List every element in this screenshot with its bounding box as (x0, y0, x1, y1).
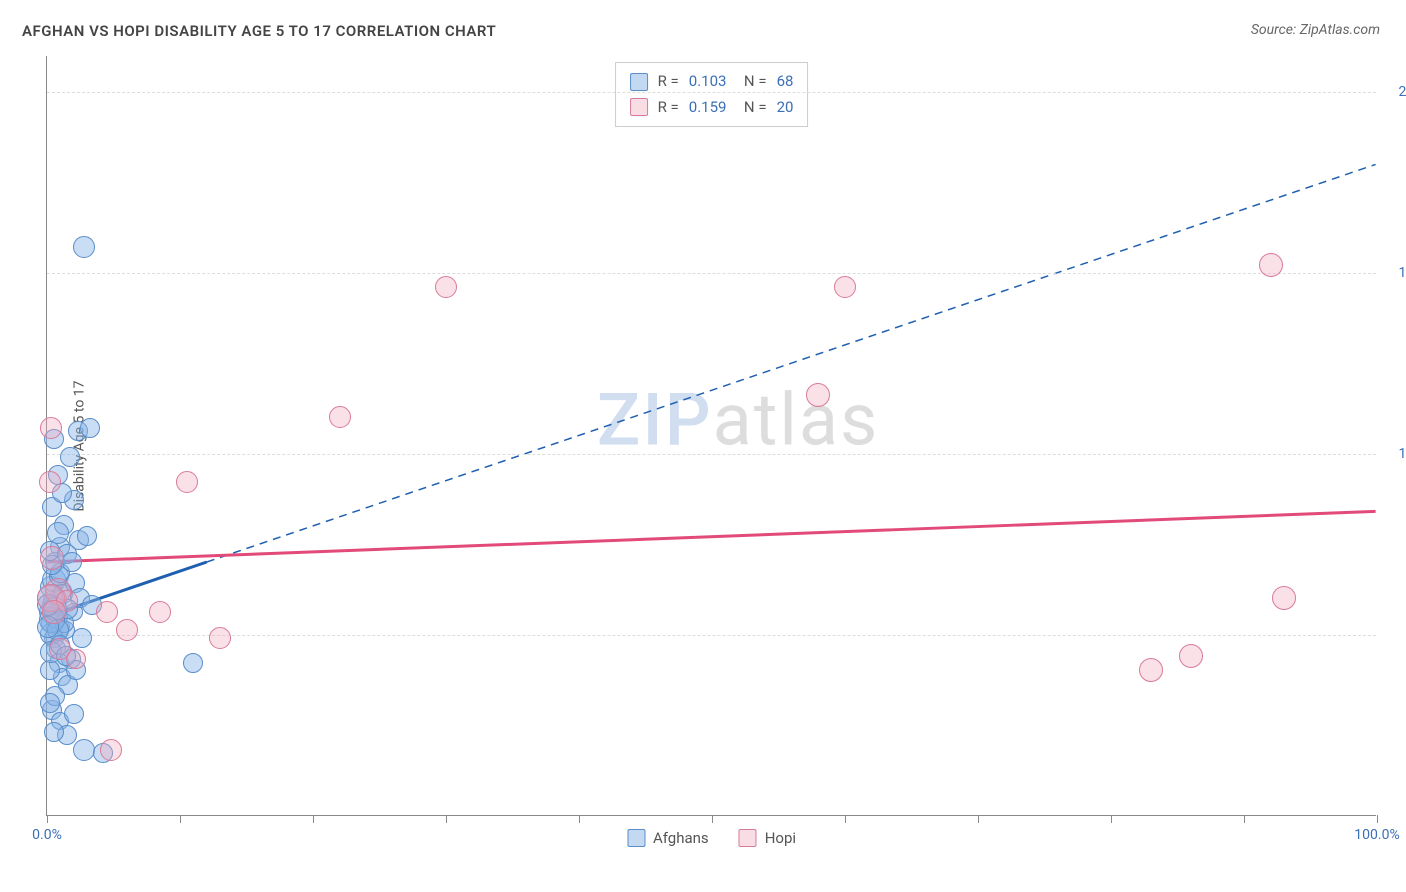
y-tick-label: 20.0% (1398, 84, 1406, 100)
data-point (40, 660, 60, 680)
x-tick (446, 815, 447, 823)
swatch-pink-icon (739, 829, 757, 847)
data-point (47, 522, 69, 544)
data-point (1179, 644, 1203, 668)
swatch-pink-icon (630, 98, 648, 116)
data-point (176, 471, 198, 493)
n-value-afghans: 68 (777, 69, 794, 95)
data-point (183, 653, 203, 673)
legend-item-hopi: Hopi (739, 829, 796, 847)
data-point (1272, 586, 1296, 610)
data-point (77, 526, 97, 546)
legend-item-afghans: Afghans (627, 829, 709, 847)
x-tick (1377, 815, 1378, 823)
stats-legend: R = 0.103 N = 68 R = 0.159 N = 20 (615, 62, 809, 127)
swatch-blue-icon (630, 73, 648, 91)
data-point (100, 739, 122, 761)
data-point (66, 649, 86, 669)
correlation-chart: AFGHAN VS HOPI DISABILITY AGE 5 TO 17 CO… (0, 0, 1406, 892)
data-point (40, 546, 64, 570)
swatch-blue-icon (627, 829, 645, 847)
stats-row-afghans: R = 0.103 N = 68 (630, 69, 794, 95)
series-legend: Afghans Hopi (627, 829, 796, 847)
data-point (806, 383, 830, 407)
x-tick (1244, 815, 1245, 823)
r-value-afghans: 0.103 (689, 69, 727, 95)
data-point (96, 601, 118, 623)
x-tick (845, 815, 846, 823)
x-tick-label: 0.0% (32, 827, 62, 843)
data-point (435, 276, 457, 298)
trend-lines (47, 56, 1376, 815)
x-tick (712, 815, 713, 823)
data-point (64, 704, 84, 724)
y-tick-label: 10.0% (1398, 446, 1406, 462)
data-point (80, 418, 100, 438)
source-label: Source: ZipAtlas.com (1251, 22, 1380, 38)
data-point (209, 627, 231, 649)
x-tick (579, 815, 580, 823)
data-point (40, 693, 60, 713)
data-point (329, 406, 351, 428)
data-point (1259, 253, 1283, 277)
gridline (47, 635, 1376, 636)
data-point (40, 417, 62, 439)
data-point (1139, 658, 1163, 682)
n-value-hopi: 20 (777, 95, 794, 121)
plot-area: ZIPatlas R = 0.103 N = 68 R = 0.159 N = … (46, 56, 1376, 816)
x-tick (978, 815, 979, 823)
legend-label: Afghans (653, 829, 709, 847)
chart-title: AFGHAN VS HOPI DISABILITY AGE 5 TO 17 CO… (22, 22, 496, 40)
data-point (44, 722, 64, 742)
data-point (73, 739, 95, 761)
gridline (47, 92, 1376, 93)
data-point (42, 600, 66, 624)
data-point (73, 236, 95, 258)
data-point (39, 471, 61, 493)
data-point (149, 601, 171, 623)
y-tick-label: 15.0% (1398, 265, 1406, 281)
watermark: ZIPatlas (597, 378, 879, 463)
stats-row-hopi: R = 0.159 N = 20 (630, 95, 794, 121)
legend-label: Hopi (765, 829, 796, 847)
data-point (62, 552, 82, 572)
gridline (47, 273, 1376, 274)
data-point (60, 447, 80, 467)
x-tick (313, 815, 314, 823)
x-tick (180, 815, 181, 823)
x-tick (47, 815, 48, 823)
gridline (47, 454, 1376, 455)
data-point (834, 276, 856, 298)
data-point (116, 619, 138, 641)
r-value-hopi: 0.159 (689, 95, 727, 121)
data-point (72, 628, 92, 648)
x-tick-label: 100.0% (1354, 827, 1399, 843)
x-tick (1111, 815, 1112, 823)
